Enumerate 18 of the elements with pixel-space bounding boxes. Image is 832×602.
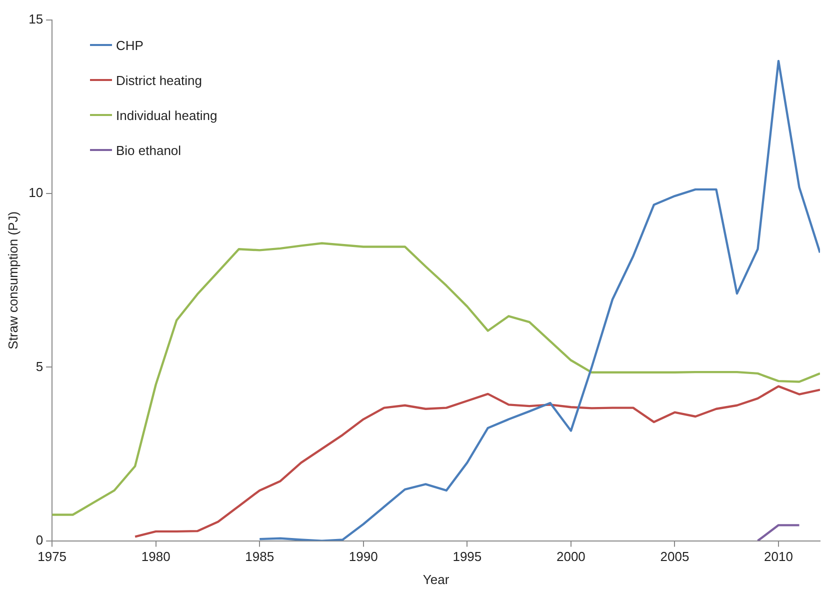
x-tick-label: 2000 — [556, 549, 586, 564]
y-tick-label: 0 — [36, 532, 44, 548]
x-axis-title: Year — [422, 572, 450, 587]
legend-label: Individual heating — [116, 108, 218, 122]
x-tick-label: 2010 — [764, 549, 793, 564]
x-tick-label: 1975 — [38, 549, 67, 564]
y-tick-label: 5 — [36, 358, 44, 374]
legend-label: Bio ethanol — [116, 142, 182, 158]
legend-label: District heating — [116, 72, 202, 88]
y-tick-label: 10 — [28, 185, 44, 200]
legend-label: CHP — [116, 38, 144, 52]
x-tick-label: 1995 — [452, 549, 482, 564]
y-tick-label: 15 — [28, 12, 44, 27]
x-tick-label: 1980 — [141, 549, 170, 564]
y-axis-title: Straw consumption (PJ) — [5, 211, 20, 350]
x-tick-label: 1985 — [245, 549, 274, 564]
x-tick-label: 1990 — [348, 549, 378, 564]
x-tick-label: 2005 — [660, 549, 690, 564]
